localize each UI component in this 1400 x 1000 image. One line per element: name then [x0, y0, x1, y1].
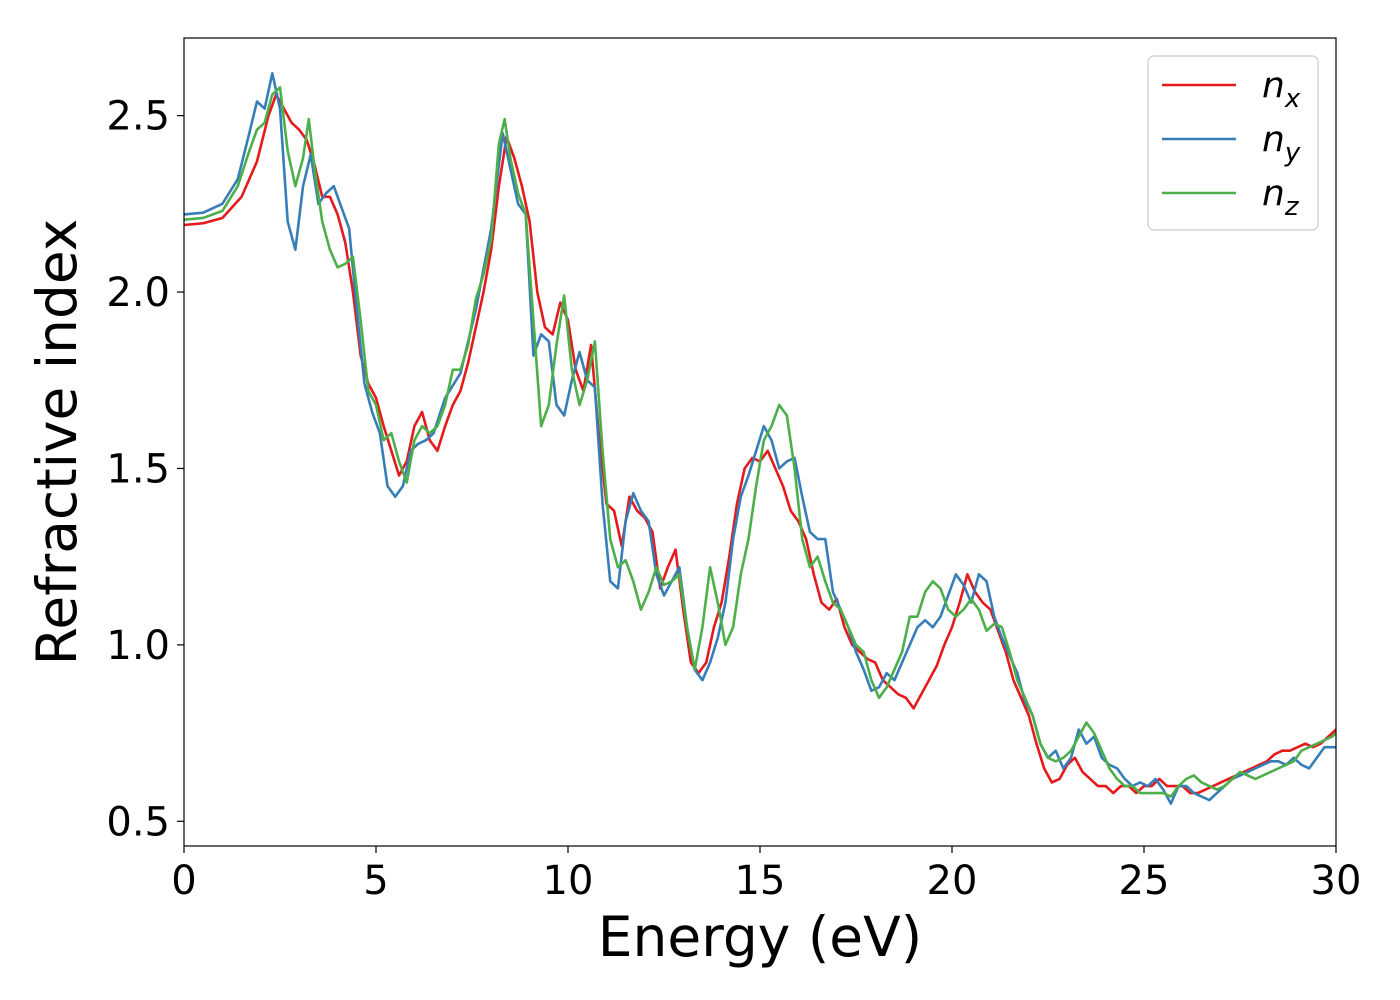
legend-label-ny: ny: [1262, 119, 1301, 168]
x-tick-label: 25: [1119, 858, 1170, 904]
legend-label-base: n: [1262, 65, 1285, 106]
y-tick-label: 1.5: [106, 446, 170, 492]
y-tick-label: 2.5: [106, 94, 170, 140]
x-tick-label: 30: [1311, 858, 1362, 904]
legend-label-nx: nx: [1262, 65, 1301, 114]
y-tick-label: 2.0: [106, 270, 170, 316]
y-tick-label: 1.0: [106, 623, 170, 669]
series-line-ny: [184, 71, 1336, 805]
series-line-nx: [184, 93, 1336, 795]
legend-label-base: n: [1262, 173, 1285, 214]
x-axis: 0 5 10 15 20 25 30: [171, 846, 1361, 904]
x-tick-label: 10: [543, 858, 594, 904]
legend-label-subscript: z: [1284, 192, 1300, 222]
legend-label-nz: nz: [1262, 173, 1300, 222]
y-tick-label: 0.5: [106, 799, 170, 845]
x-tick-label: 5: [363, 858, 388, 904]
series-line-nz: [184, 86, 1336, 798]
legend-label-subscript: x: [1284, 84, 1301, 114]
y-axis: 0.5 1.0 1.5 2.0 2.5: [106, 94, 184, 845]
x-tick-label: 15: [735, 858, 786, 904]
legend-box: [1147, 55, 1319, 231]
x-axis-label: Energy (eV): [598, 905, 922, 969]
series-layer: [184, 71, 1336, 805]
x-tick-label: 0: [171, 858, 196, 904]
x-tick-label: 20: [927, 858, 978, 904]
y-axis-label: Refractive index: [25, 219, 89, 666]
legend-label-base: n: [1262, 119, 1285, 160]
legend-label-subscript: y: [1284, 138, 1301, 168]
